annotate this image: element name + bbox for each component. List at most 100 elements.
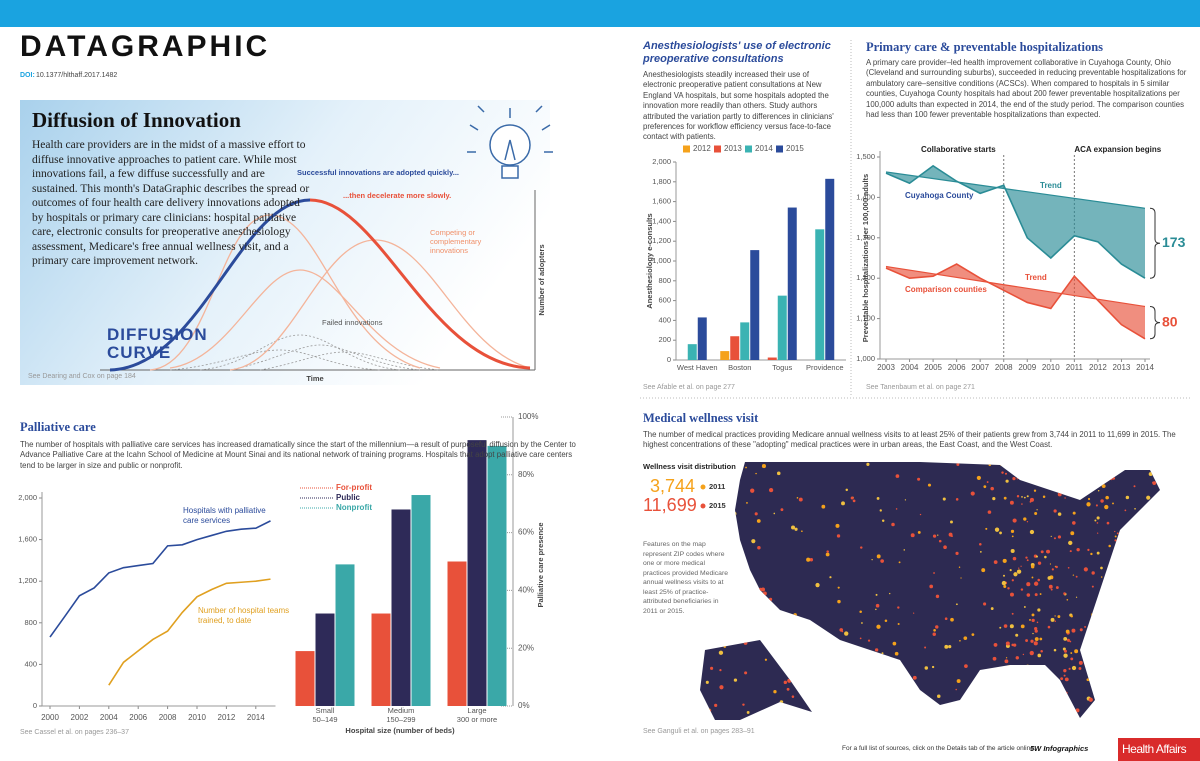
map-dot <box>854 702 858 706</box>
map-dot <box>815 582 820 588</box>
map-dot <box>933 628 936 632</box>
map-dot <box>1110 477 1113 481</box>
map-dot <box>714 703 718 708</box>
wellness-text: The number of medical practices providin… <box>643 430 1176 450</box>
map-dot <box>876 624 881 629</box>
map-dot <box>1072 511 1076 515</box>
map-dot <box>806 557 811 562</box>
map-dot <box>1107 584 1109 587</box>
map-dot <box>980 456 982 458</box>
map-dot <box>773 690 777 694</box>
diffusion-title: Diffusion of Innovation <box>32 108 241 132</box>
map-dot <box>746 711 750 714</box>
map-dot <box>963 636 968 641</box>
gap-brace <box>1149 207 1161 279</box>
map-dot <box>1092 636 1095 638</box>
map-dot <box>1020 588 1024 591</box>
successful-note: Successful innovations are adopted quick… <box>297 168 459 177</box>
map-dot <box>946 455 948 457</box>
x-tick-label: 2010 <box>188 713 206 722</box>
x-tick-label: 2005 <box>924 363 942 372</box>
series-line <box>885 263 1146 340</box>
map-dot <box>1026 495 1029 498</box>
map-dot <box>1075 722 1077 724</box>
map-dot <box>715 640 717 642</box>
y-tick-label: 600 <box>658 296 671 305</box>
map-dot <box>1026 559 1029 562</box>
map-dot <box>1020 687 1023 690</box>
map-dot <box>1027 714 1031 717</box>
map-dot <box>999 462 1004 466</box>
map-dot <box>1103 692 1106 696</box>
map-dot <box>1127 702 1130 705</box>
map-dot <box>1105 495 1109 500</box>
map-dot <box>1034 593 1038 597</box>
map-dot <box>876 497 880 500</box>
map-dot <box>1100 576 1103 578</box>
map-dot <box>1053 648 1057 652</box>
map-dot <box>1084 482 1086 484</box>
map-dot <box>1134 507 1136 510</box>
map-dot <box>950 535 953 538</box>
map-dot <box>1031 668 1034 671</box>
legend-label: Public <box>336 493 361 502</box>
map-dot <box>1117 536 1121 541</box>
map-dot <box>1025 664 1030 669</box>
bar <box>371 613 391 706</box>
map-dot <box>1074 479 1079 484</box>
map-dot <box>1135 462 1140 467</box>
map-dot <box>1122 462 1127 463</box>
x-tick-sublabel: 50–149 <box>312 715 337 724</box>
map-dot <box>1048 584 1053 589</box>
map-dot <box>1081 728 1084 731</box>
map-dot <box>750 488 755 493</box>
primary-title: Primary care & preventable hospitalizati… <box>866 40 1104 54</box>
map-dot <box>1072 521 1076 525</box>
map-dot <box>897 622 900 626</box>
map-dot <box>1153 659 1158 665</box>
map-dot <box>1096 707 1101 712</box>
map-dot <box>837 599 841 604</box>
map-dot <box>813 730 817 734</box>
map-dot <box>917 530 921 534</box>
map-dot <box>1069 487 1073 491</box>
map-dot <box>1102 619 1106 624</box>
bar <box>315 613 335 706</box>
map-dot <box>1109 704 1111 706</box>
map-dot <box>826 550 829 553</box>
map-dot <box>1025 556 1028 559</box>
map-dot <box>1118 554 1123 559</box>
map-dot <box>1104 480 1106 482</box>
map-dot <box>1094 613 1098 618</box>
map-dot <box>1025 456 1027 458</box>
map-dot <box>891 522 895 527</box>
map-dot <box>1136 681 1139 684</box>
map-dot <box>1078 456 1082 460</box>
map-dot <box>859 637 862 640</box>
map-dot <box>837 681 842 687</box>
map-dot <box>971 633 975 637</box>
map-dot <box>983 602 987 606</box>
map-dot <box>1082 467 1085 471</box>
map-dot <box>990 607 994 610</box>
map-dot <box>889 592 891 595</box>
map-dot <box>762 591 767 596</box>
legend-label: 2012 <box>693 144 711 153</box>
map-dot <box>768 597 773 601</box>
map-dot <box>924 666 929 670</box>
diffusion-curve-label: DIFFUSION CURVE <box>107 325 208 362</box>
count-2015: 11,699 <box>643 495 697 515</box>
map-dot <box>1040 687 1043 690</box>
map-dot <box>959 639 961 642</box>
map-dot <box>1033 641 1038 646</box>
map-dot <box>999 531 1002 535</box>
map-dot <box>1072 456 1076 460</box>
map-dot <box>1108 669 1110 672</box>
map-dot <box>1049 462 1052 466</box>
map-dot <box>852 499 856 503</box>
map-dot <box>992 496 996 501</box>
map-dot <box>1097 664 1100 666</box>
anesth-text: Anesthesiologists steadily increased the… <box>643 70 834 142</box>
map-dot <box>841 501 845 506</box>
